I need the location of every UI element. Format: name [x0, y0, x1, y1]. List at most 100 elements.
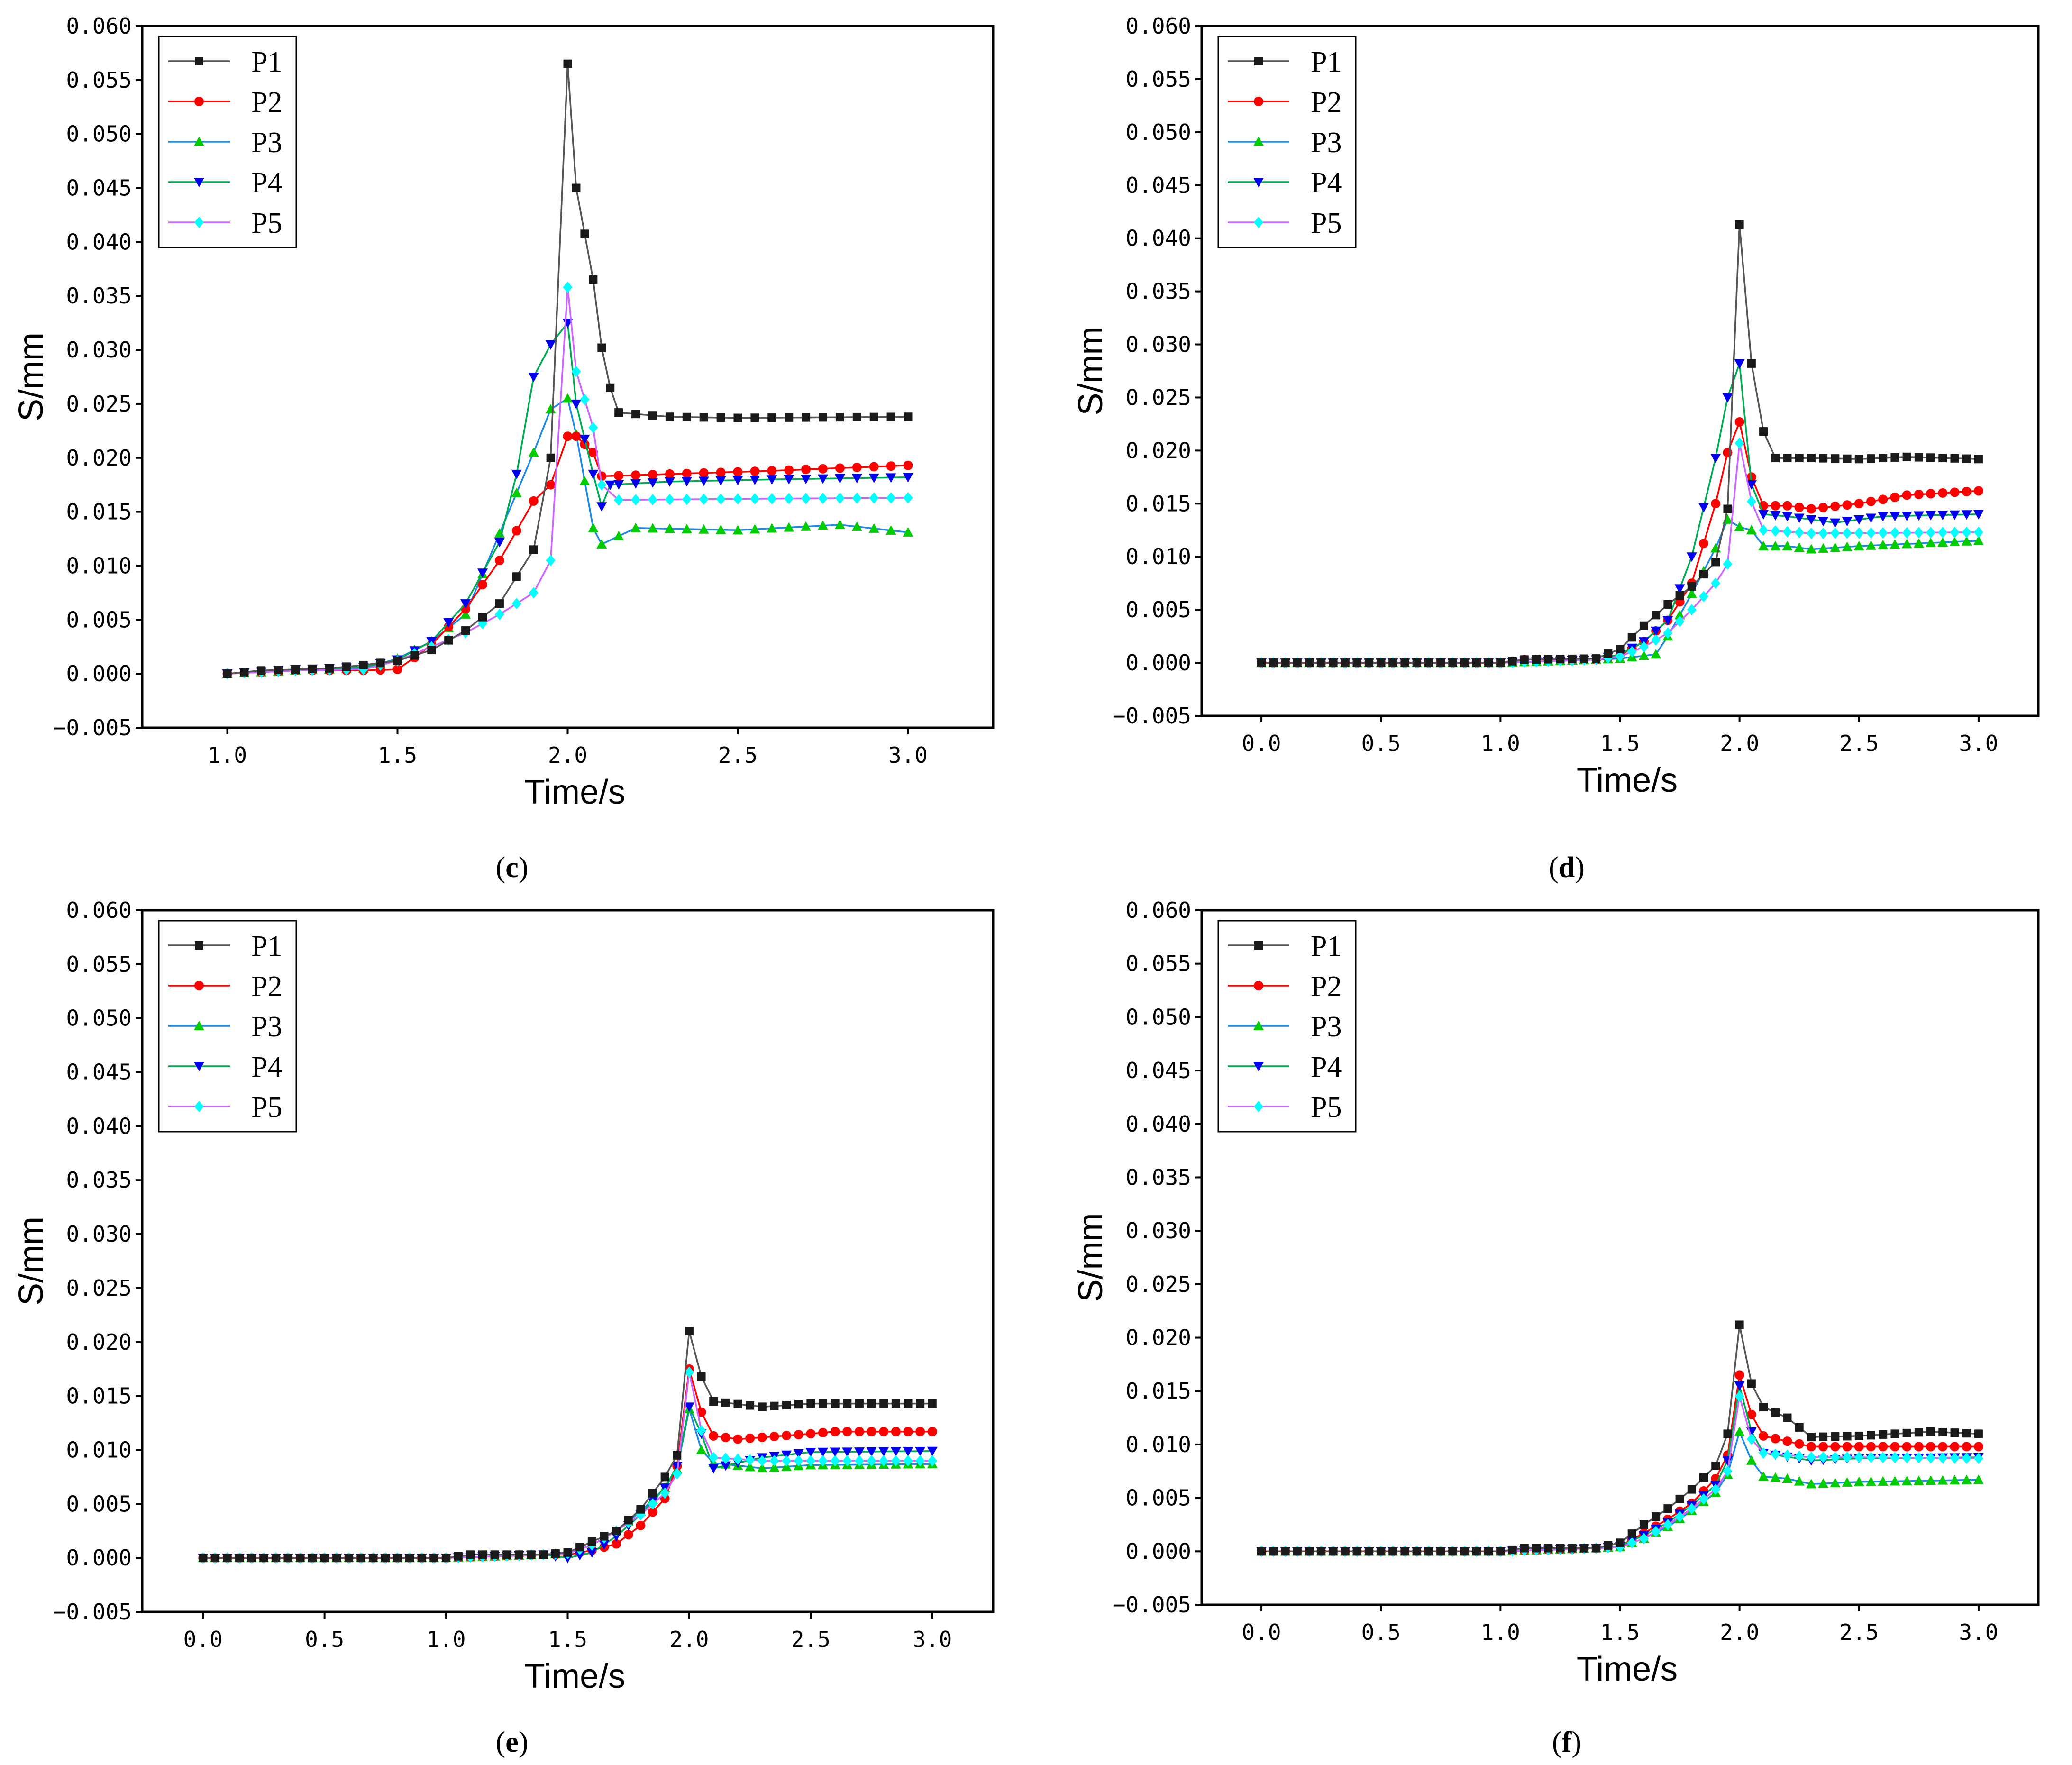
caption-paren-close: )	[1575, 851, 1585, 884]
data-point-P4	[915, 1446, 926, 1456]
data-point-P2	[830, 1427, 840, 1436]
data-point-P5	[1806, 1451, 1816, 1463]
data-point-P1	[325, 664, 334, 673]
data-point-P5	[648, 494, 657, 505]
data-point-P4	[801, 475, 812, 485]
legend-label-P1: P1	[251, 46, 282, 78]
legend-label-P5: P5	[1311, 1091, 1342, 1124]
data-point-P1	[597, 343, 606, 352]
data-point-P5	[546, 555, 556, 567]
legend-marker-P4	[1253, 1062, 1264, 1071]
data-point-P5	[1627, 1537, 1637, 1549]
data-point-P2	[1746, 1409, 1756, 1419]
data-point-P3	[1674, 610, 1685, 620]
data-point-P5	[1926, 1452, 1936, 1464]
data-point-P2	[631, 470, 641, 480]
data-point-P2	[1854, 1442, 1864, 1452]
data-point-P1	[794, 1400, 803, 1409]
data-point-P1	[572, 183, 581, 192]
data-point-P1	[852, 412, 861, 421]
legend-marker-P2	[194, 97, 204, 106]
legend-label-P4: P4	[1311, 1051, 1342, 1083]
data-point-P1	[1269, 1547, 1278, 1556]
data-point-P1	[1854, 1431, 1863, 1440]
data-point-P1	[235, 1554, 244, 1563]
data-point-P2	[494, 556, 504, 566]
y-tick-label: 0.040	[66, 1113, 132, 1139]
data-point-P5	[1663, 627, 1673, 639]
y-tick-label: 0.060	[1126, 897, 1191, 923]
chart-panel-e: −0.0050.0000.0050.0100.0150.0200.0250.03…	[12, 897, 995, 1758]
data-point-P2	[511, 526, 521, 536]
legend-marker-P1	[1254, 57, 1263, 65]
y-tick-label: 0.035	[66, 1167, 132, 1193]
data-point-P4	[842, 1447, 853, 1457]
data-point-P5	[1675, 615, 1685, 627]
data-point-P1	[1317, 658, 1326, 668]
data-point-P4	[885, 473, 896, 483]
data-point-P1	[1520, 655, 1529, 664]
data-point-P5	[1914, 527, 1924, 539]
data-point-P1	[1639, 1520, 1648, 1529]
data-point-P1	[1496, 1547, 1505, 1556]
data-point-P2	[1938, 1442, 1948, 1452]
data-point-P2	[1973, 1442, 1983, 1452]
data-point-P4	[528, 373, 539, 382]
data-point-P1	[682, 412, 691, 421]
y-tick-label: −0.005	[53, 1599, 132, 1625]
data-point-P2	[563, 431, 573, 441]
data-point-P1	[320, 1554, 329, 1563]
data-point-P1	[867, 1399, 876, 1408]
data-point-P5	[842, 1455, 852, 1467]
data-point-P1	[819, 413, 827, 422]
data-point-P1	[1675, 591, 1684, 600]
data-point-P1	[1377, 658, 1386, 668]
data-point-P1	[1293, 658, 1302, 668]
x-tick-label: 2.5	[791, 1627, 831, 1652]
data-point-P1	[1544, 655, 1553, 664]
x-tick-label: 0.0	[1242, 731, 1281, 756]
data-point-P1	[785, 413, 794, 422]
data-point-P1	[1795, 454, 1804, 463]
data-point-P4	[1842, 517, 1853, 527]
data-point-P2	[682, 468, 692, 478]
data-point-P1	[1412, 658, 1421, 668]
data-point-P5	[494, 608, 504, 620]
data-point-P1	[1400, 1547, 1409, 1556]
data-point-P1	[697, 1372, 706, 1381]
data-point-P3	[801, 521, 812, 531]
y-axis-title: S/mm	[1072, 1213, 1110, 1302]
data-point-P4	[834, 474, 845, 484]
data-point-P5	[1902, 527, 1912, 539]
x-axis-title: Time/s	[1577, 761, 1678, 799]
data-point-P1	[1699, 570, 1708, 579]
data-point-P3	[1818, 1478, 1829, 1488]
data-point-P4	[903, 1447, 913, 1457]
data-point-P1	[1484, 1547, 1493, 1556]
data-point-P4	[596, 502, 607, 512]
data-point-P4	[460, 599, 471, 609]
data-point-P5	[614, 494, 624, 506]
x-tick-label: 2.5	[718, 742, 758, 768]
data-point-P1	[1352, 1547, 1361, 1556]
data-point-P1	[247, 1554, 256, 1563]
data-point-P1	[1293, 1547, 1302, 1556]
data-point-P5	[852, 492, 862, 504]
data-point-P4	[1686, 552, 1697, 562]
x-tick-label: 1.0	[1481, 731, 1520, 756]
caption-letter: e	[505, 1726, 519, 1758]
data-point-P1	[546, 453, 555, 462]
data-point-P1	[916, 1399, 925, 1408]
x-tick-label: 1.0	[208, 742, 247, 768]
data-point-P2	[1806, 1442, 1816, 1452]
data-point-P1	[589, 275, 598, 284]
data-point-P1	[758, 1402, 767, 1411]
y-axis-title: S/mm	[12, 1216, 50, 1306]
data-point-P1	[291, 665, 300, 674]
data-point-P2	[1890, 1442, 1900, 1452]
legend-label-P3: P3	[251, 1011, 282, 1043]
data-point-P4	[1734, 359, 1745, 369]
data-point-P5	[597, 479, 607, 491]
y-tick-label: 0.005	[1126, 597, 1191, 622]
